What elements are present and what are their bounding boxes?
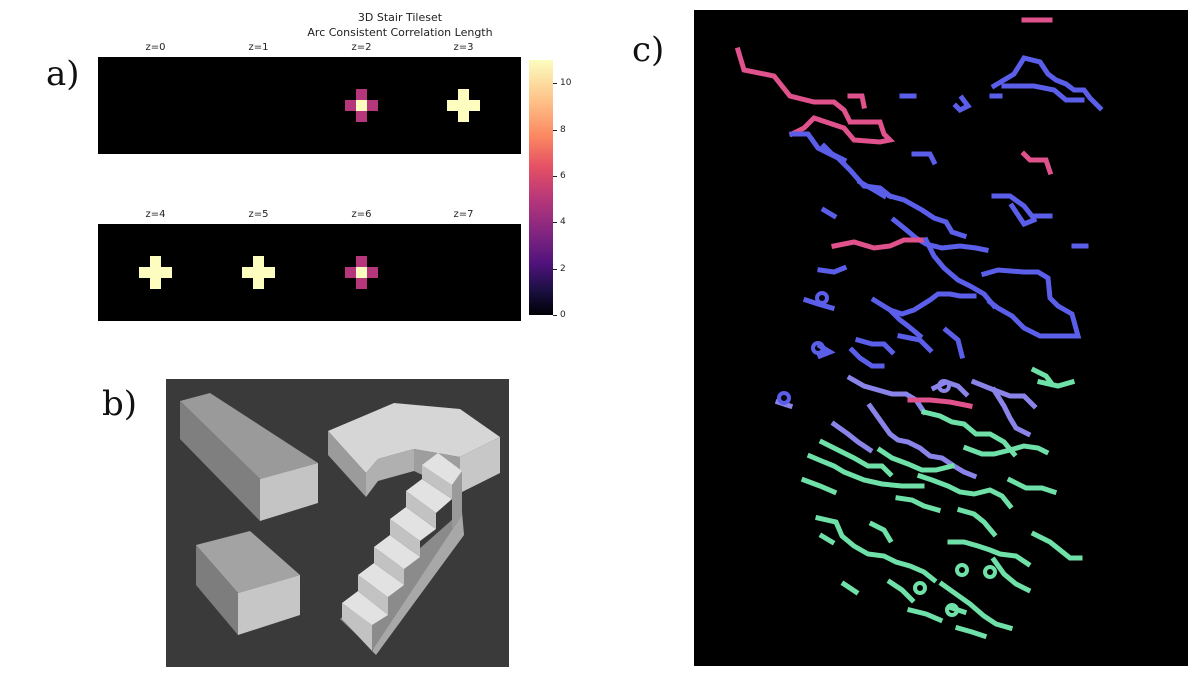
figure-title: 3D Stair Tileset <box>357 11 443 24</box>
colorbar-tick-label: 10 <box>560 78 572 89</box>
heatmap-cell <box>447 100 458 111</box>
panel-label-c: c) <box>632 30 665 70</box>
heatmap-cell <box>150 278 161 289</box>
heatmap-cell <box>458 111 469 122</box>
slice-heatmap <box>406 57 521 154</box>
heatmap-cell <box>161 267 172 278</box>
slice-label: z=6 <box>351 209 372 220</box>
slice-heatmap <box>98 224 213 321</box>
slice-label: z=7 <box>453 209 474 220</box>
heatmap-cell <box>345 267 356 278</box>
tileset-render <box>166 379 509 667</box>
heatmap-cell <box>356 89 367 100</box>
slice-heatmap <box>201 224 316 321</box>
loop-marker <box>955 563 969 577</box>
slice-label: z=1 <box>248 42 269 53</box>
heatmap-cell <box>150 256 161 267</box>
path-render <box>694 10 1188 666</box>
slice-heatmap <box>201 57 316 154</box>
short-block-tile <box>196 531 300 635</box>
colorbar-tick <box>553 175 557 177</box>
heatmap-cell <box>356 267 367 278</box>
slice-label: z=2 <box>351 42 372 53</box>
panel-label-a: a) <box>46 54 80 94</box>
panel-label-b: b) <box>102 384 138 424</box>
heatmap-cell <box>253 256 264 267</box>
colorbar-tick-label: 8 <box>560 124 566 135</box>
slice-label: z=3 <box>453 42 474 53</box>
colorbar-tick <box>553 315 557 316</box>
slice-heatmap <box>406 224 521 321</box>
slice-heatmap <box>98 57 213 154</box>
loop-marker <box>937 379 951 393</box>
slice-heatmap <box>304 57 419 154</box>
heatmap-cell <box>253 278 264 289</box>
heatmap-cell <box>345 100 356 111</box>
colorbar-tick-label: 6 <box>560 170 566 181</box>
straight-beam-tile <box>180 393 318 521</box>
stairs-tile <box>340 453 464 655</box>
heatmap-cell <box>242 267 253 278</box>
loop-marker <box>777 391 791 405</box>
slice-label: z=4 <box>145 209 166 220</box>
figure-subtitle: Arc Consistent Correlation Length <box>307 26 493 39</box>
loop-marker <box>945 603 959 617</box>
heatmap-cell <box>356 100 367 111</box>
path-layer-lower <box>774 366 1076 538</box>
loop-marker <box>913 581 927 595</box>
path-layer-top <box>734 17 1104 310</box>
heatmap-cell <box>367 267 378 278</box>
heatmap-cell <box>458 100 469 111</box>
colorbar-tick-label: 4 <box>560 217 566 228</box>
heatmap-cell <box>469 100 480 111</box>
heatmap-cell <box>356 278 367 289</box>
colorbar-tick <box>553 222 557 224</box>
colorbar-tick-label: 0 <box>560 310 566 320</box>
slice-heatmap <box>304 224 419 321</box>
heatmap-cell <box>356 111 367 122</box>
heatmap-cell <box>458 89 469 100</box>
loop-marker <box>811 341 825 355</box>
heatmap-cell <box>356 256 367 267</box>
heatmap-cell <box>253 267 264 278</box>
render-background <box>694 10 1188 666</box>
heatmap-cell <box>139 267 150 278</box>
slice-label: z=5 <box>248 209 269 220</box>
colorbar-tick <box>553 129 557 131</box>
loop-marker <box>983 565 997 579</box>
slice-label: z=0 <box>145 42 166 53</box>
colorbar-tick <box>553 268 557 270</box>
loop-marker <box>815 291 829 305</box>
heatmap-cell <box>150 267 161 278</box>
heatmap-cell <box>367 100 378 111</box>
colorbar-tick <box>553 83 557 85</box>
colorbar <box>529 60 553 315</box>
heatmap-cell <box>264 267 275 278</box>
colorbar-tick-label: 2 <box>560 263 566 274</box>
path-layer-middle <box>802 267 1082 369</box>
